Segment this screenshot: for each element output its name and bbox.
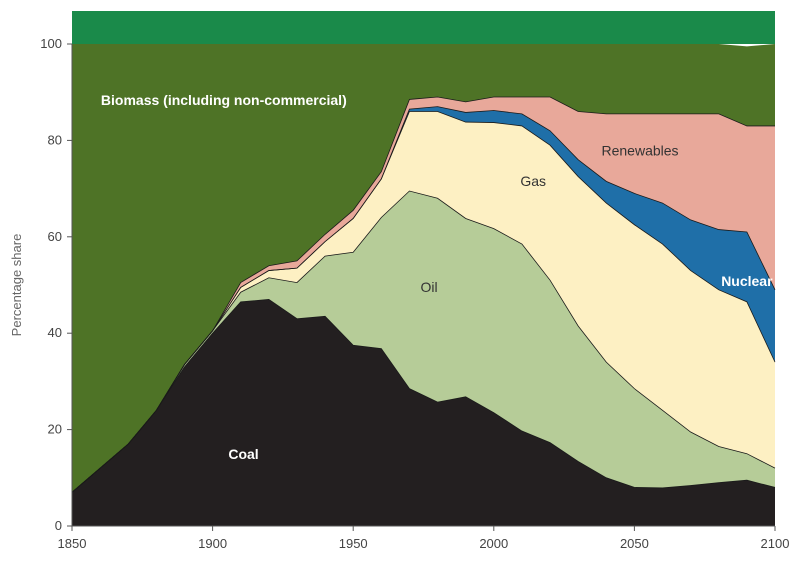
area-boundary-line	[71, 299, 776, 493]
areas-layer	[71, 44, 776, 526]
y-tick-label: 20	[48, 422, 62, 437]
y-tick-label: 80	[48, 132, 62, 147]
axes-layer	[71, 44, 775, 527]
area-renewables	[72, 97, 775, 493]
label-oil: Oil	[421, 279, 438, 295]
area-gas	[72, 111, 775, 493]
y-tick-label: 60	[48, 229, 62, 244]
y-tick-label: 100	[40, 36, 62, 51]
area-coal	[72, 299, 775, 526]
x-tick-label: 1950	[339, 536, 368, 551]
x-tick-label: 2050	[620, 536, 649, 551]
label-gas: Gas	[520, 173, 546, 189]
label-coal: Coal	[228, 446, 258, 462]
area-boundary-line	[71, 96, 775, 493]
y-tick-label: 40	[48, 325, 62, 340]
area-oil	[72, 191, 775, 493]
label-nuclear: Nuclear	[721, 273, 773, 289]
x-tick-label: 2000	[479, 536, 508, 551]
y-tick-label: 0	[55, 518, 62, 533]
labels-layer: Coal Oil Gas Nuclear Renewables Biomass (incl…	[101, 92, 773, 462]
x-tick-label: 2100	[761, 536, 790, 551]
x-tick-label: 1900	[198, 536, 227, 551]
x-tick-label: 1850	[58, 536, 87, 551]
ticks-layer: 1850 1900 1950 2000 2050 2100 0 20 40 60 80 100	[40, 36, 789, 551]
top-band-layer	[72, 11, 775, 44]
top-band	[72, 11, 775, 44]
y-axis-title: Percentage share	[9, 234, 24, 337]
area-biomass-including-non-commercial	[72, 44, 775, 493]
label-biomass-including-non-commercial: Biomass (including non-commercial)	[101, 92, 347, 108]
label-renewables: Renewables	[601, 143, 678, 159]
